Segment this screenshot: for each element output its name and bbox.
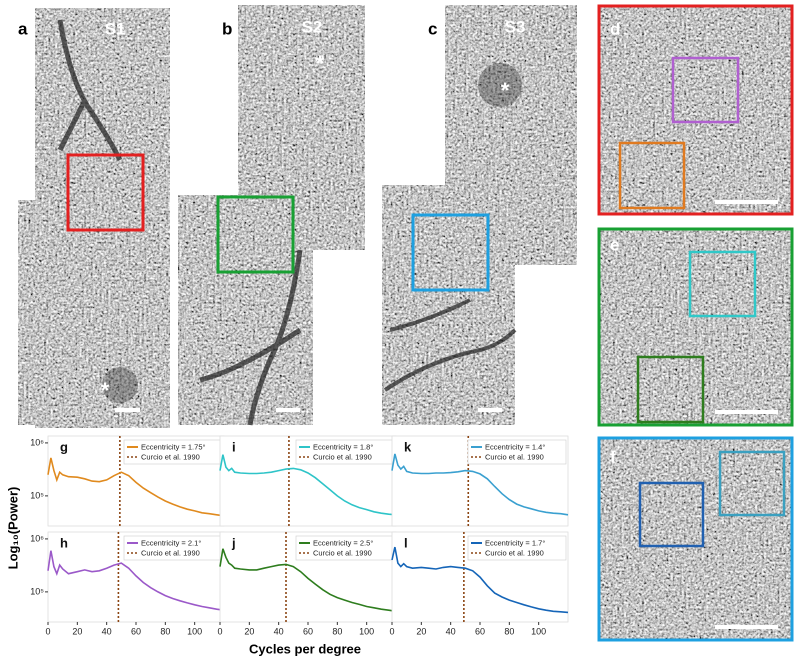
roi-box	[638, 481, 705, 548]
x-tick-label: 20	[72, 626, 82, 636]
legend-label: Eccentricity = 1.8°	[313, 442, 373, 451]
series-line	[391, 453, 569, 516]
fovea-marker: *	[501, 78, 510, 103]
x-tick-label: 100	[359, 626, 374, 636]
x-tick-label: 20	[244, 626, 254, 636]
y-tick-label: 10⁵	[30, 586, 44, 596]
y-tick-label: 10⁵	[30, 490, 44, 500]
panel-letter: b	[222, 19, 232, 38]
x-tick-label: 40	[446, 626, 456, 636]
x-tick-label: 0	[389, 626, 394, 636]
subject-title: S1	[105, 19, 126, 38]
zoom-d-border	[597, 4, 794, 216]
x-tick-label: 100	[531, 626, 546, 636]
x-tick-label: 80	[332, 626, 342, 636]
retina-images	[18, 4, 794, 642]
roi-box	[636, 355, 705, 424]
x-tick-label: 20	[416, 626, 426, 636]
fovea	[478, 63, 522, 107]
vessel	[383, 298, 517, 392]
zoom-e-border	[597, 227, 794, 427]
fovea-marker: *	[316, 51, 325, 76]
x-tick-label: 60	[131, 626, 141, 636]
legend-label: Curcio et al. 1990	[141, 548, 200, 557]
legend-label: Curcio et al. 1990	[313, 452, 372, 461]
x-tick-label: 40	[102, 626, 112, 636]
legend-box	[123, 535, 223, 561]
legend-box	[467, 535, 567, 561]
legend-box	[123, 439, 223, 465]
legend-box	[467, 439, 567, 465]
panel-letter: e	[610, 235, 619, 254]
image-s1-bottom	[18, 200, 148, 425]
vessel	[57, 19, 123, 162]
panel-letter: d	[610, 19, 620, 38]
y-tick-label: 10⁶	[30, 437, 44, 447]
roi-box	[718, 450, 786, 517]
series-line	[219, 454, 397, 516]
legend-label: Curcio et al. 1990	[485, 452, 544, 461]
legend-label: Curcio et al. 1990	[141, 452, 200, 461]
panel-letter: h	[60, 535, 68, 550]
series-line	[47, 550, 225, 611]
image-s3-bottom	[382, 185, 515, 425]
fovea	[102, 367, 138, 403]
series-line	[219, 548, 397, 613]
legend-label: Curcio et al. 1990	[313, 548, 372, 557]
zoom-d	[597, 4, 794, 216]
x-tick-label: 40	[274, 626, 284, 636]
subject-title: S3	[505, 17, 526, 36]
subject-title: S2	[302, 17, 323, 36]
legend-label: Eccentricity = 1.75°	[141, 442, 206, 451]
x-tick-label: 80	[160, 626, 170, 636]
roi-box	[618, 141, 686, 210]
roi-box	[688, 250, 757, 318]
legend-label: Eccentricity = 1.4°	[485, 442, 545, 451]
zoom-f-border	[597, 436, 794, 642]
panel-letter: c	[428, 19, 437, 38]
x-tick-label: 80	[504, 626, 514, 636]
series-line	[47, 457, 225, 517]
roi-box	[411, 213, 490, 292]
legend-label: Curcio et al. 1990	[485, 548, 544, 557]
x-axis-label: Cycles per degree	[249, 641, 361, 656]
legend-label: Eccentricity = 2.1°	[141, 538, 201, 547]
roi-box	[66, 153, 145, 232]
legend-label: Eccentricity = 2.5°	[313, 538, 373, 547]
panel-letter: f	[610, 447, 616, 466]
panel-letter: j	[231, 535, 236, 550]
x-tick-label: 100	[187, 626, 202, 636]
panel-letter: l	[404, 535, 408, 550]
vessel	[199, 249, 303, 426]
x-tick-label: 0	[45, 626, 50, 636]
panel-letter: k	[404, 439, 412, 454]
panel-letter: i	[232, 439, 236, 454]
y-axis-label: Log₁₀(Power)	[5, 487, 20, 570]
roi-box	[216, 195, 295, 274]
series-line	[391, 546, 569, 614]
roi-box	[671, 56, 740, 124]
panel-letter: a	[18, 19, 28, 38]
legend-box	[295, 439, 395, 465]
legend-label: Eccentricity = 1.7°	[485, 538, 545, 547]
panel-letter: g	[60, 439, 68, 454]
fovea-marker: *	[101, 378, 110, 403]
x-tick-label: 0	[217, 626, 222, 636]
legend-box	[295, 535, 395, 561]
zoom-e	[599, 229, 792, 425]
x-tick-label: 60	[475, 626, 485, 636]
zoom-f	[599, 438, 792, 640]
x-tick-label: 60	[303, 626, 313, 636]
y-tick-label: 10⁶	[30, 533, 44, 543]
